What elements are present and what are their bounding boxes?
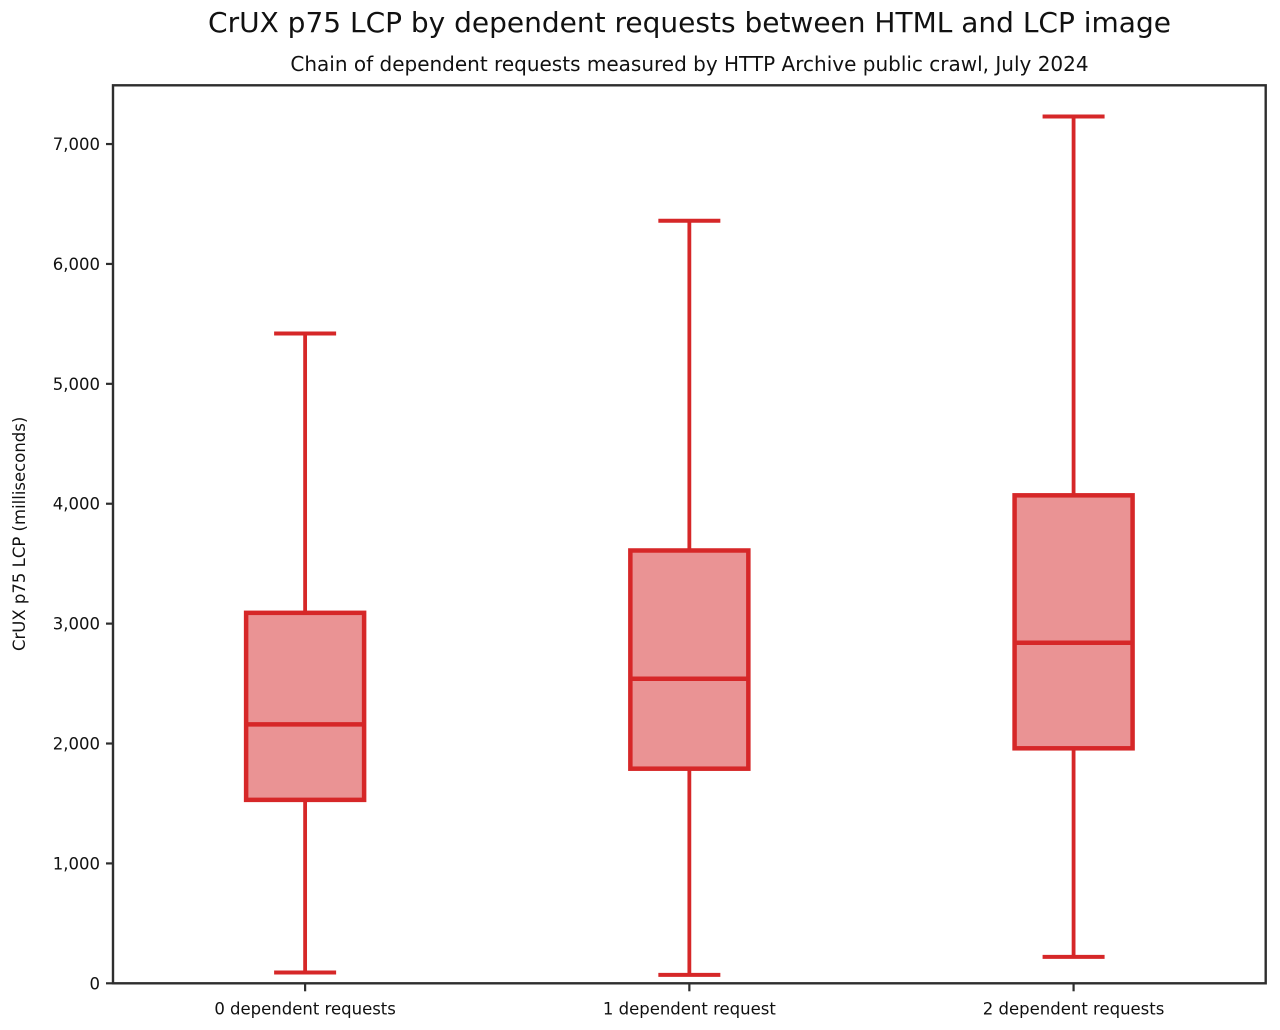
box-iqr: [1012, 493, 1135, 751]
y-tick-label: 3,000: [53, 615, 100, 634]
y-tick-label: 0: [90, 974, 101, 993]
axes-frame: [111, 84, 1267, 985]
y-tick-label: 6,000: [53, 255, 100, 274]
chart-title: CrUX p75 LCP by dependent requests betwe…: [208, 6, 1171, 39]
box-iqr: [243, 610, 367, 803]
y-tick-label: 2,000: [53, 735, 100, 754]
y-tick-label: 7,000: [53, 135, 100, 154]
chart-subtitle: Chain of dependent requests measured by …: [290, 52, 1089, 76]
x-tick-label: 0 dependent requests: [214, 999, 396, 1018]
y-tick-label: 5,000: [53, 375, 100, 394]
y-tick-label: 4,000: [53, 495, 100, 514]
box-iqr: [628, 548, 751, 771]
x-tick-label: 2 dependent requests: [983, 999, 1165, 1018]
y-tick-label: 1,000: [53, 854, 100, 873]
x-tick-label: 1 dependent request: [603, 999, 776, 1018]
